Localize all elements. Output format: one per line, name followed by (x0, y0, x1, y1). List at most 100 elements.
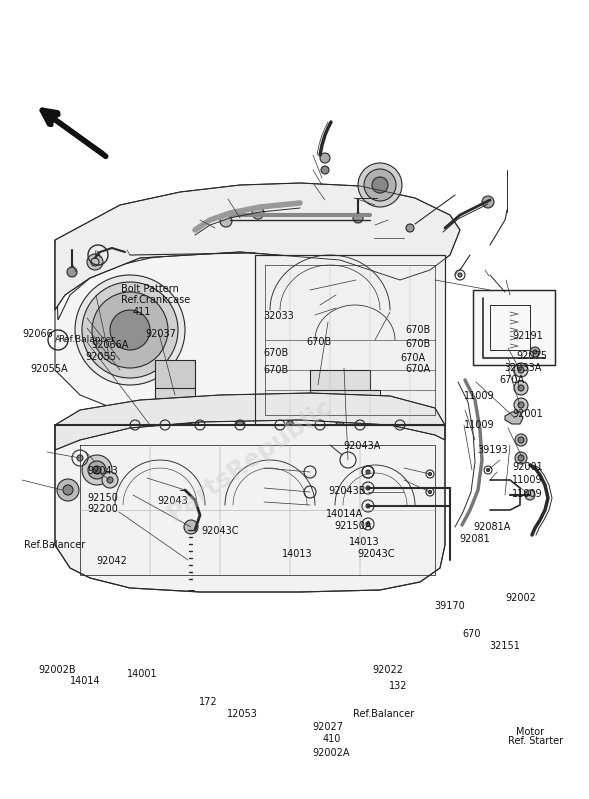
Circle shape (321, 166, 329, 174)
Text: 92055: 92055 (85, 352, 117, 362)
Circle shape (93, 466, 101, 474)
Text: A: A (95, 251, 101, 260)
Circle shape (421, 421, 429, 429)
Text: 14014A: 14014A (326, 509, 363, 519)
Text: A: A (55, 336, 61, 344)
Text: 92043: 92043 (158, 496, 188, 506)
Polygon shape (55, 183, 460, 310)
Circle shape (515, 434, 527, 446)
Text: 670: 670 (462, 629, 481, 638)
Circle shape (406, 224, 414, 232)
Text: 14014: 14014 (70, 676, 100, 686)
Text: 11009: 11009 (512, 489, 543, 499)
Text: 410: 410 (322, 734, 340, 744)
Circle shape (487, 468, 489, 471)
Circle shape (514, 398, 528, 412)
Text: 11009: 11009 (512, 475, 543, 485)
Circle shape (236, 421, 244, 429)
Text: 92066: 92066 (22, 329, 53, 339)
Polygon shape (310, 370, 370, 395)
Text: 670A: 670A (499, 375, 525, 384)
Text: 132: 132 (389, 681, 407, 690)
Text: 92066A: 92066A (91, 340, 128, 350)
Circle shape (518, 367, 524, 373)
Text: 670A: 670A (405, 364, 431, 374)
Circle shape (88, 461, 106, 479)
Text: 11009: 11009 (464, 391, 494, 400)
Text: 670B: 670B (405, 339, 431, 348)
Circle shape (372, 177, 388, 193)
Text: 172: 172 (198, 697, 217, 706)
Text: PartsRepublic: PartsRepublic (163, 394, 337, 526)
Circle shape (67, 267, 77, 277)
Circle shape (518, 437, 524, 443)
Circle shape (514, 381, 528, 395)
Polygon shape (505, 412, 523, 424)
Text: Ref.Crankcase: Ref.Crankcase (121, 295, 190, 304)
Circle shape (514, 363, 528, 377)
Text: 92075: 92075 (516, 351, 547, 360)
Text: 92150A: 92150A (335, 521, 372, 531)
Circle shape (482, 196, 494, 208)
Text: 92150: 92150 (87, 493, 118, 503)
Circle shape (286, 421, 294, 429)
Circle shape (111, 421, 119, 429)
Circle shape (320, 153, 330, 163)
Circle shape (252, 207, 264, 219)
Circle shape (184, 520, 198, 534)
Circle shape (518, 402, 524, 408)
Circle shape (358, 163, 402, 207)
Circle shape (82, 282, 178, 378)
Text: Ref.Balancer: Ref.Balancer (24, 540, 85, 550)
Circle shape (336, 421, 344, 429)
Circle shape (102, 472, 118, 488)
Text: 92055A: 92055A (31, 364, 68, 374)
Text: 92043C: 92043C (201, 527, 239, 536)
Text: 92022: 92022 (372, 665, 403, 674)
Text: 670B: 670B (306, 337, 332, 347)
Polygon shape (255, 255, 445, 425)
Text: 670B: 670B (263, 365, 289, 375)
Text: 92043B: 92043B (329, 487, 366, 496)
Circle shape (530, 347, 540, 357)
Text: Ref.Balancer: Ref.Balancer (353, 709, 415, 718)
Polygon shape (473, 290, 555, 365)
Text: 11009: 11009 (464, 420, 494, 430)
Text: 14013: 14013 (349, 537, 380, 547)
Circle shape (366, 486, 370, 490)
Text: 411: 411 (133, 307, 151, 316)
Text: 92042: 92042 (96, 556, 127, 566)
Polygon shape (55, 240, 445, 430)
Polygon shape (155, 360, 195, 390)
Polygon shape (55, 393, 445, 450)
Text: Bolt Pattern: Bolt Pattern (121, 284, 178, 294)
Circle shape (87, 254, 103, 270)
Text: 32033A: 32033A (504, 363, 541, 372)
Circle shape (82, 455, 112, 485)
Text: 92001: 92001 (512, 462, 543, 471)
Text: 32151: 32151 (489, 641, 519, 650)
Text: 92002A: 92002A (312, 748, 350, 757)
Text: 12053: 12053 (227, 710, 257, 719)
Text: 92081: 92081 (459, 534, 490, 543)
Circle shape (429, 491, 432, 494)
Text: 92043C: 92043C (357, 549, 395, 559)
Text: 32033: 32033 (263, 311, 294, 320)
Polygon shape (55, 425, 445, 592)
Text: Motor: Motor (516, 727, 544, 737)
Text: 92200: 92200 (87, 504, 118, 514)
Circle shape (366, 470, 370, 474)
Text: 670B: 670B (405, 325, 431, 335)
Text: 14013: 14013 (282, 549, 312, 559)
Circle shape (525, 490, 535, 500)
Circle shape (77, 455, 83, 461)
Circle shape (366, 504, 370, 508)
Text: 14001: 14001 (127, 669, 157, 678)
Text: 92043: 92043 (87, 467, 118, 476)
Text: Ref.Balancer: Ref.Balancer (58, 336, 115, 344)
Text: 92037: 92037 (145, 329, 176, 339)
Text: 39170: 39170 (435, 601, 465, 610)
Circle shape (366, 522, 370, 526)
Circle shape (429, 472, 432, 475)
Circle shape (151, 421, 159, 429)
